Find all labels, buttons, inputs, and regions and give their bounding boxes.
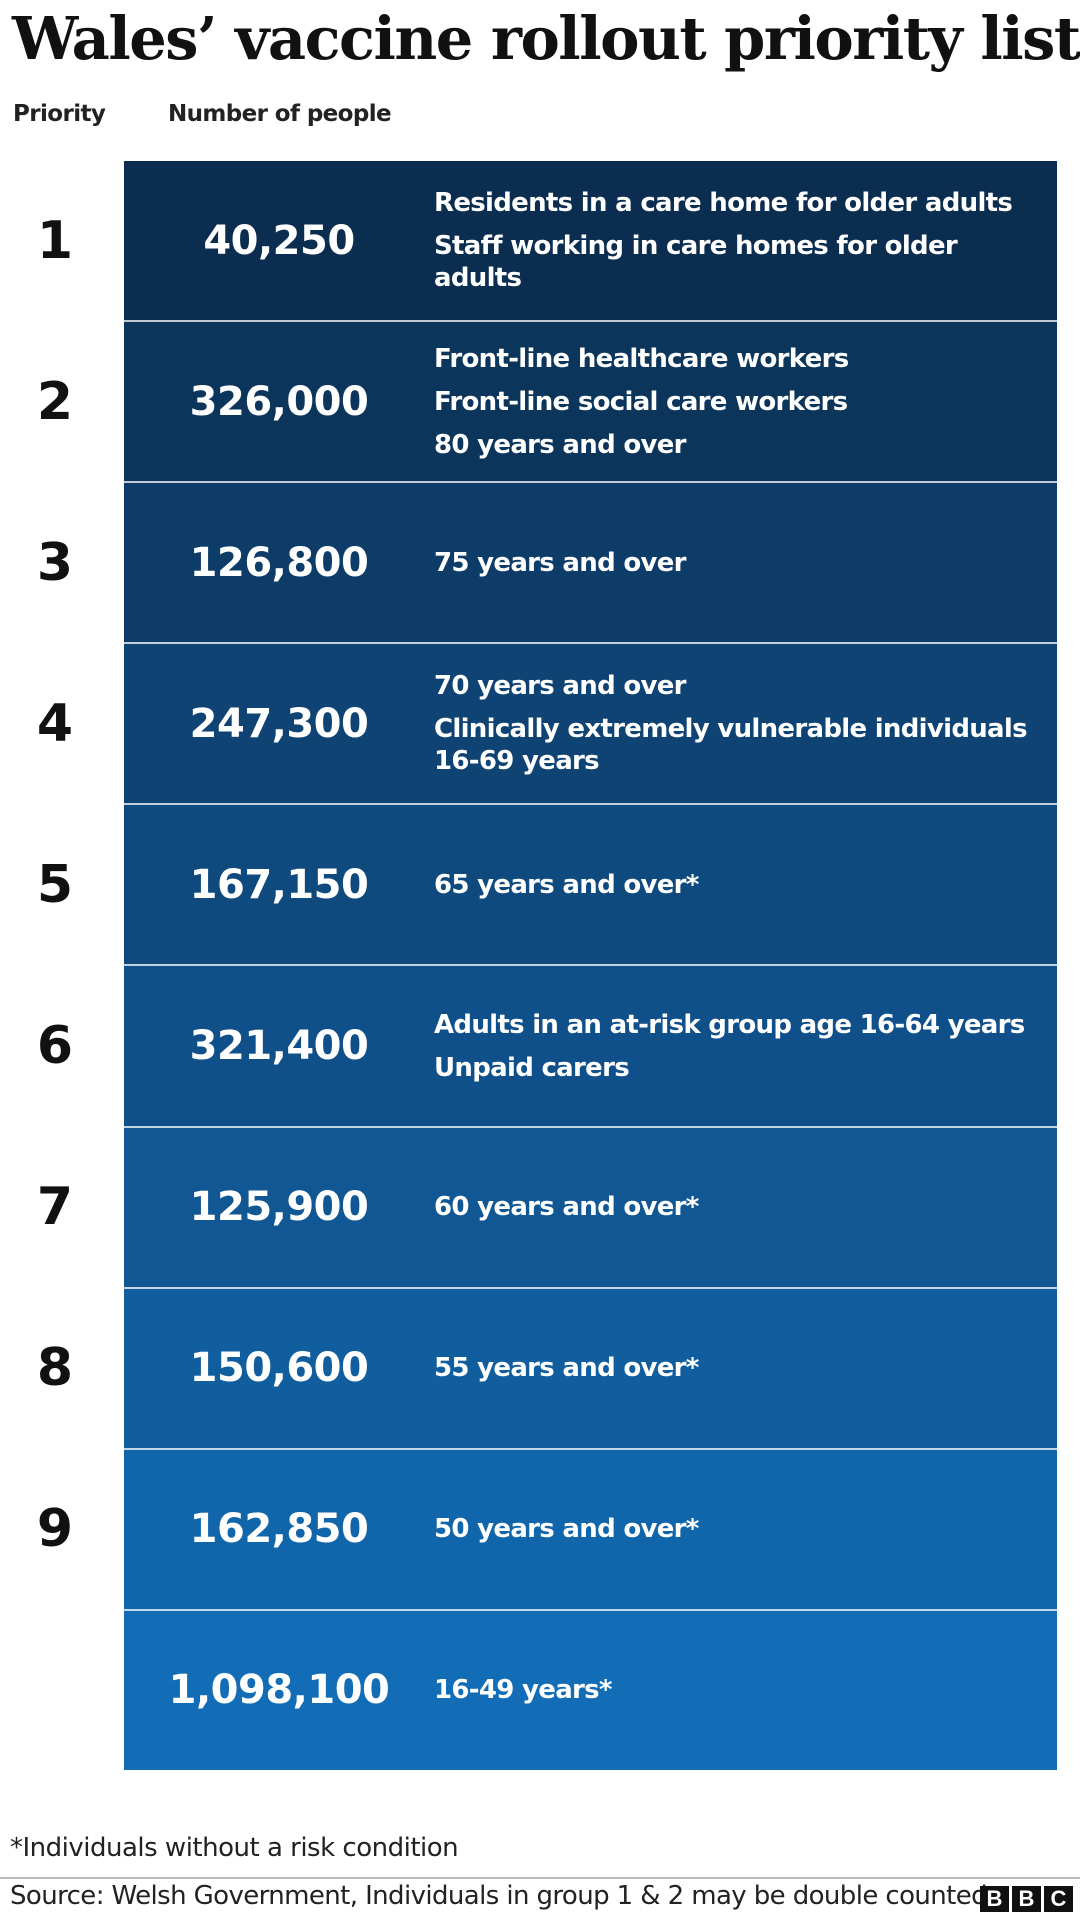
- people-count: 162,850: [189, 1506, 369, 1553]
- group-description: 55 years and over*: [434, 1352, 1057, 1384]
- group-line: Adults in an at-risk group age 16-64 yea…: [434, 1009, 1025, 1040]
- group-line: Residents in a care home for older adult…: [434, 188, 1013, 219]
- group-description: 75 years and over: [434, 547, 1057, 579]
- priority-row: 321,400 Adults in an at-risk group age 16…: [124, 966, 1057, 1128]
- group-line: Clinically extremely vulnerable individu…: [434, 714, 1028, 777]
- group-line: 65 years and over*: [434, 869, 699, 900]
- people-count: 326,000: [189, 378, 369, 425]
- group-description: 16-49 years*: [434, 1674, 1057, 1706]
- group-description: 65 years and over*: [434, 869, 1057, 901]
- priority-table: 40,250 Residents in a care home for older…: [124, 161, 1057, 1770]
- priority-number: 9: [36, 1498, 74, 1559]
- priority-number: 6: [36, 1015, 74, 1076]
- priority-row: 326,000 Front-line healthcare workers Fron…: [124, 322, 1057, 484]
- group-line: 75 years and over: [434, 547, 686, 578]
- group-description: 70 years and over Clinically extremely vu…: [434, 670, 1057, 777]
- priority-row: 1,098,100 16-49 years*: [124, 1610, 1057, 1770]
- bbc-logo: B B C: [980, 1886, 1073, 1912]
- group-line: 16-49 years*: [434, 1675, 613, 1706]
- group-line: 55 years and over*: [434, 1353, 699, 1384]
- group-line: 80 years and over: [434, 429, 686, 460]
- people-count: 321,400: [189, 1023, 369, 1070]
- priority-number: 7: [36, 1176, 74, 1237]
- bbc-logo-letter: B: [980, 1886, 1009, 1912]
- priority-number: 8: [36, 1337, 74, 1398]
- bbc-logo-letter: C: [1044, 1886, 1073, 1912]
- priority-row: 40,250 Residents in a care home for older…: [124, 161, 1057, 323]
- source-note: Source: Welsh Government, Individuals in…: [10, 1881, 988, 1911]
- group-line: 60 years and over*: [434, 1192, 699, 1223]
- group-description: 50 years and over*: [434, 1513, 1057, 1545]
- people-count: 126,800: [189, 539, 369, 586]
- group-description: Residents in a care home for older adult…: [434, 187, 1057, 294]
- priority-row: 126,800 75 years and over: [124, 483, 1057, 645]
- priority-row: 247,300 70 years and over Clinically extre…: [124, 644, 1057, 806]
- group-line: 50 years and over*: [434, 1514, 699, 1545]
- priority-row: 150,600 55 years and over*: [124, 1288, 1057, 1450]
- people-count: 150,600: [189, 1345, 369, 1392]
- chart-title: Wales’ vaccine rollout priority list: [12, 4, 1080, 73]
- priority-number: 5: [36, 855, 74, 916]
- group-line: Staff working in care homes for older ad…: [434, 231, 958, 294]
- group-line: Front-line social care workers: [434, 386, 848, 417]
- number-column-header: Number of people: [168, 101, 392, 127]
- footer-divider: [0, 1877, 1080, 1879]
- people-count: 1,098,100: [168, 1667, 390, 1714]
- footnote: *Individuals without a risk condition: [10, 1833, 459, 1863]
- priority-number: 4: [36, 694, 74, 755]
- people-count: 247,300: [189, 700, 369, 747]
- priority-column-header: Priority: [13, 101, 106, 127]
- group-description: Front-line healthcare workers Front-line …: [434, 343, 1057, 461]
- people-count: 125,900: [189, 1184, 369, 1231]
- group-line: Unpaid carers: [434, 1052, 630, 1083]
- priority-row: 162,850 50 years and over*: [124, 1449, 1057, 1611]
- priority-row: 167,150 65 years and over*: [124, 805, 1057, 967]
- group-line: 70 years and over: [434, 671, 686, 702]
- priority-number: 3: [36, 533, 74, 594]
- priority-row: 125,900 60 years and over*: [124, 1127, 1057, 1289]
- priority-number: [0, 1609, 110, 1770]
- group-line: Front-line healthcare workers: [434, 343, 849, 374]
- group-description: 60 years and over*: [434, 1191, 1057, 1223]
- priority-number: 2: [36, 372, 74, 433]
- people-count: 167,150: [189, 861, 369, 908]
- priority-column: 1 2 3 4 5 6 7 8 9: [0, 161, 110, 1770]
- bbc-logo-letter: B: [1012, 1886, 1041, 1912]
- people-count: 40,250: [203, 217, 355, 264]
- priority-number: 1: [36, 211, 74, 272]
- group-description: Adults in an at-risk group age 16-64 yea…: [434, 1009, 1057, 1084]
